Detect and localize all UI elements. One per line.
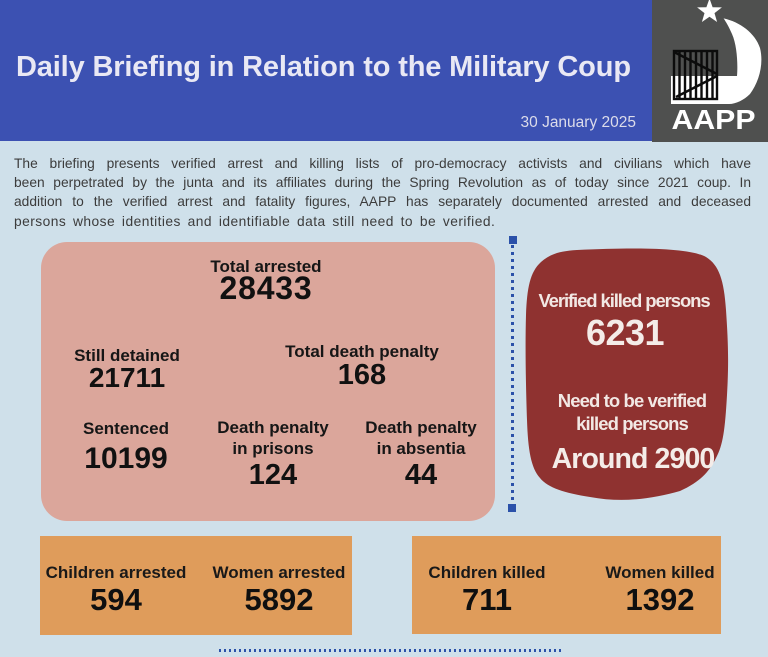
svg-text:AAPP: AAPP (672, 104, 756, 135)
